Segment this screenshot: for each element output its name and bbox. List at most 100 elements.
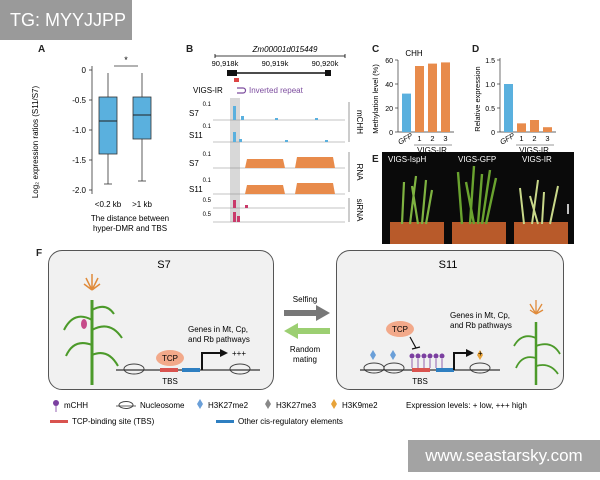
gene-name: Zm00001d015449 <box>252 45 318 54</box>
track-peak <box>325 140 328 142</box>
box-1 <box>132 96 152 140</box>
watermark-bottom: www.seastarsky.com <box>408 440 600 472</box>
panel-a-boxes <box>98 73 152 185</box>
panel-e-photo: VIGS-IspH VIGS-GFP VIGS-IR <box>382 152 574 244</box>
panel-e-letter: E <box>372 154 379 165</box>
panel-a-xlabel-2: hyper-DMR and TBS <box>93 224 167 233</box>
s7-nucleosome-2 <box>229 363 251 375</box>
panel-a-cat-1: >1 kb <box>132 200 152 209</box>
ytick: 60 <box>385 58 393 65</box>
track-sample-3: S11 <box>189 185 203 194</box>
panel-f-diagram: S7 Genes in Mt, Cp, and Rb pathways TCP … <box>50 259 561 426</box>
bar-label-1: 1 <box>519 134 523 143</box>
track-peak <box>237 216 240 222</box>
panel-f-letter: F <box>36 248 43 259</box>
ytick: 0 <box>491 130 495 137</box>
coord-1: 90,919k <box>262 59 289 68</box>
panel-a-ytick: 0 <box>82 66 87 75</box>
panel-e-label-1: VIGS-GFP <box>458 155 496 164</box>
s7-genes-1: Genes in Mt, Cp, <box>188 325 248 334</box>
bar-label-3: 3 <box>545 134 549 143</box>
panel-c-title: CHH <box>405 49 423 58</box>
pot-3 <box>514 179 568 244</box>
s7-tbs <box>160 368 178 372</box>
panel-a-ylabel: Log₂ expression ratios (S11/S7) <box>31 85 40 198</box>
panel-a-ytick: -2.0 <box>72 186 86 195</box>
panel-e-label-0: VIGS-IspH <box>388 155 426 164</box>
s11-level: + <box>478 349 483 358</box>
track-peak <box>275 118 278 120</box>
bar-label-2: 2 <box>430 134 434 143</box>
s11-genes-1: Genes in Mt, Cp, <box>450 311 510 320</box>
construct-name: VIGS-IR <box>193 86 223 95</box>
significance-star: * <box>124 55 128 65</box>
s7-level: +++ <box>232 349 246 358</box>
bar-label-2: 2 <box>532 134 536 143</box>
legend-mchh: mCHH <box>64 401 88 410</box>
legend-expression: Expression levels: + low, +++ high <box>406 401 527 410</box>
track-scale-4: 0.5 <box>203 198 212 204</box>
panel-d-barchart: Relative expression 1.5 1.0 0.5 0 GFP 1 2 3 VI… <box>473 58 556 154</box>
group-rna: RNA <box>355 164 364 182</box>
legend-tbs: TCP-binding site (TBS) <box>72 417 155 426</box>
legend-k9me2: H3K9me2 <box>342 401 378 410</box>
arrow-random-mating <box>284 323 330 339</box>
bar-3 <box>441 62 450 132</box>
s11-box <box>336 250 564 390</box>
s11-tcp <box>386 321 414 337</box>
panel-a-ytick: -1.0 <box>72 126 86 135</box>
construct-label: Inverted repeat <box>249 86 304 95</box>
s11-histone-marks <box>370 350 483 360</box>
track-sample-0: S7 <box>189 109 199 118</box>
bar-1 <box>517 123 526 132</box>
track-peak <box>315 118 318 120</box>
track-scale-0: 0.1 <box>203 102 212 108</box>
panel-b-letter: B <box>186 44 194 55</box>
panel-d-group: VIGS-IR <box>519 146 549 154</box>
highlight-region <box>230 98 240 222</box>
track-scale-5: 0.5 <box>203 212 212 218</box>
ytick: 20 <box>385 106 393 113</box>
s7-tbs-label: TBS <box>162 377 178 386</box>
panel-d-ylabel: Relative expression <box>473 66 482 131</box>
ytick: 1.5 <box>485 58 495 65</box>
panel-d-bars <box>504 84 552 132</box>
bar-label-3: 3 <box>443 134 447 143</box>
rna-signal-2 <box>245 157 335 168</box>
bar-0 <box>504 84 513 132</box>
s11-methylation <box>409 353 445 359</box>
track-peak <box>233 212 236 222</box>
track-sample-2: S7 <box>189 159 199 168</box>
arrow-selfing-label: Selfing <box>293 295 317 304</box>
panel-a-yticks: 0 -0.5 -1.0 -1.5 -2.0 <box>72 66 92 195</box>
rna-signal-3 <box>245 183 335 194</box>
panel-c-group: VIGS-IR <box>417 146 447 154</box>
track-peak <box>285 140 288 142</box>
panel-a-cat-0: <0.2 kb <box>95 200 122 209</box>
legend-nucleosome: Nucleosome <box>140 401 185 410</box>
arrow-random-1: Random <box>290 345 321 354</box>
panel-d-letter: D <box>472 44 480 55</box>
legend-k27me3: H3K27me3 <box>276 401 317 410</box>
bar-2 <box>530 120 539 132</box>
bar-0 <box>402 93 411 132</box>
bar-label-0: GFP <box>396 131 414 147</box>
pot-1 <box>390 175 444 244</box>
panel-e-label-2: VIGS-IR <box>522 155 552 164</box>
s7-genes-2: and Rb pathways <box>188 335 250 344</box>
group-sirna: siRNA <box>355 199 364 222</box>
ytick: 40 <box>385 82 393 89</box>
track-peak <box>233 200 236 208</box>
bar-label-0: GFP <box>498 131 516 147</box>
track-peak <box>245 205 248 208</box>
s7-tcp <box>156 350 184 366</box>
arrow-selfing <box>284 305 330 321</box>
track-sample-1: S11 <box>189 131 203 140</box>
panel-f-legend: mCHH Nucleosome H3K27me2 H3K27me3 H3K9me… <box>50 399 527 426</box>
panel-a-letter: A <box>38 44 46 55</box>
watermark-top: TG: MYYJJPP <box>0 0 132 40</box>
panel-c-bars <box>402 62 450 132</box>
box-0 <box>98 96 118 155</box>
track-peak <box>241 116 244 120</box>
track-peak <box>233 132 236 142</box>
